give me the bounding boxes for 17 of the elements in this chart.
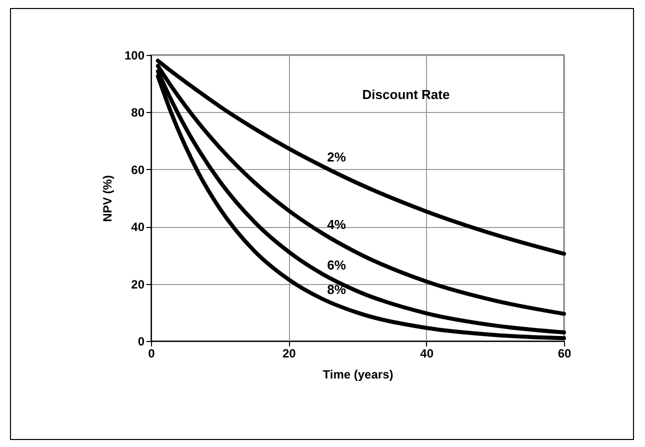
series-label: 8% [327, 282, 346, 298]
legend-title: Discount Rate [362, 87, 450, 102]
y-tick-label: 20 [131, 277, 145, 292]
x-tick-label: 40 [420, 346, 434, 360]
x-tick-label: 60 [558, 346, 572, 360]
y-tick-label: 60 [131, 162, 145, 177]
x-tick-label: 20 [282, 346, 296, 360]
series-label: 6% [327, 257, 346, 272]
x-tick-label: 0 [148, 346, 156, 360]
x-axis-title: Time (years) [322, 368, 394, 382]
series-label: 4% [327, 216, 346, 232]
y-tick-label: 0 [138, 334, 145, 348]
y-axis-title: NPV (%) [100, 175, 114, 222]
y-tick-label: 100 [124, 48, 145, 62]
y-tick-label: 80 [131, 106, 145, 120]
y-tick-label: 40 [131, 220, 145, 234]
series-label: 2% [327, 150, 346, 165]
